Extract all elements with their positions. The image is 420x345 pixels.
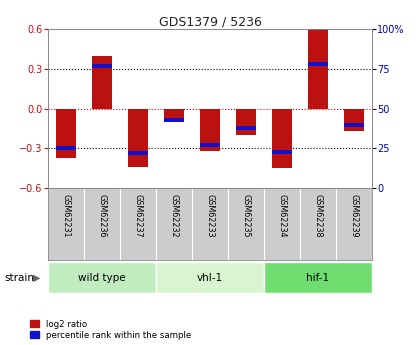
Text: ▶: ▶ [33, 273, 41, 283]
Bar [272, 149, 292, 154]
Bar [56, 146, 76, 150]
Bar [200, 109, 220, 151]
Bar [344, 122, 364, 127]
Text: GSM62234: GSM62234 [277, 194, 286, 237]
Bar [264, 262, 372, 293]
Bar [164, 109, 184, 122]
Bar [164, 118, 184, 122]
Text: vhl-1: vhl-1 [197, 273, 223, 283]
Bar [92, 56, 112, 109]
Text: GSM62239: GSM62239 [349, 194, 358, 237]
Text: wild type: wild type [79, 273, 126, 283]
Bar [308, 62, 328, 66]
Text: GSM62231: GSM62231 [62, 194, 71, 237]
Bar [272, 109, 292, 168]
Bar [128, 109, 148, 167]
Bar [200, 143, 220, 147]
Bar [344, 109, 364, 131]
Text: GSM62235: GSM62235 [241, 194, 250, 237]
Legend: log2 ratio, percentile rank within the sample: log2 ratio, percentile rank within the s… [29, 319, 192, 341]
Text: hif-1: hif-1 [306, 273, 329, 283]
Bar [56, 109, 76, 158]
Text: GSM62233: GSM62233 [205, 194, 215, 237]
Text: GSM62236: GSM62236 [98, 194, 107, 237]
Bar [48, 262, 156, 293]
Title: GDS1379 / 5236: GDS1379 / 5236 [159, 15, 261, 28]
Text: GSM62238: GSM62238 [313, 194, 322, 237]
Text: GSM62237: GSM62237 [134, 194, 143, 237]
Bar [128, 151, 148, 155]
Bar [236, 109, 256, 135]
Bar [92, 64, 112, 68]
Bar [308, 29, 328, 109]
Text: GSM62232: GSM62232 [170, 194, 178, 237]
Text: strain: strain [4, 273, 34, 283]
Bar [236, 126, 256, 130]
Bar [156, 262, 264, 293]
